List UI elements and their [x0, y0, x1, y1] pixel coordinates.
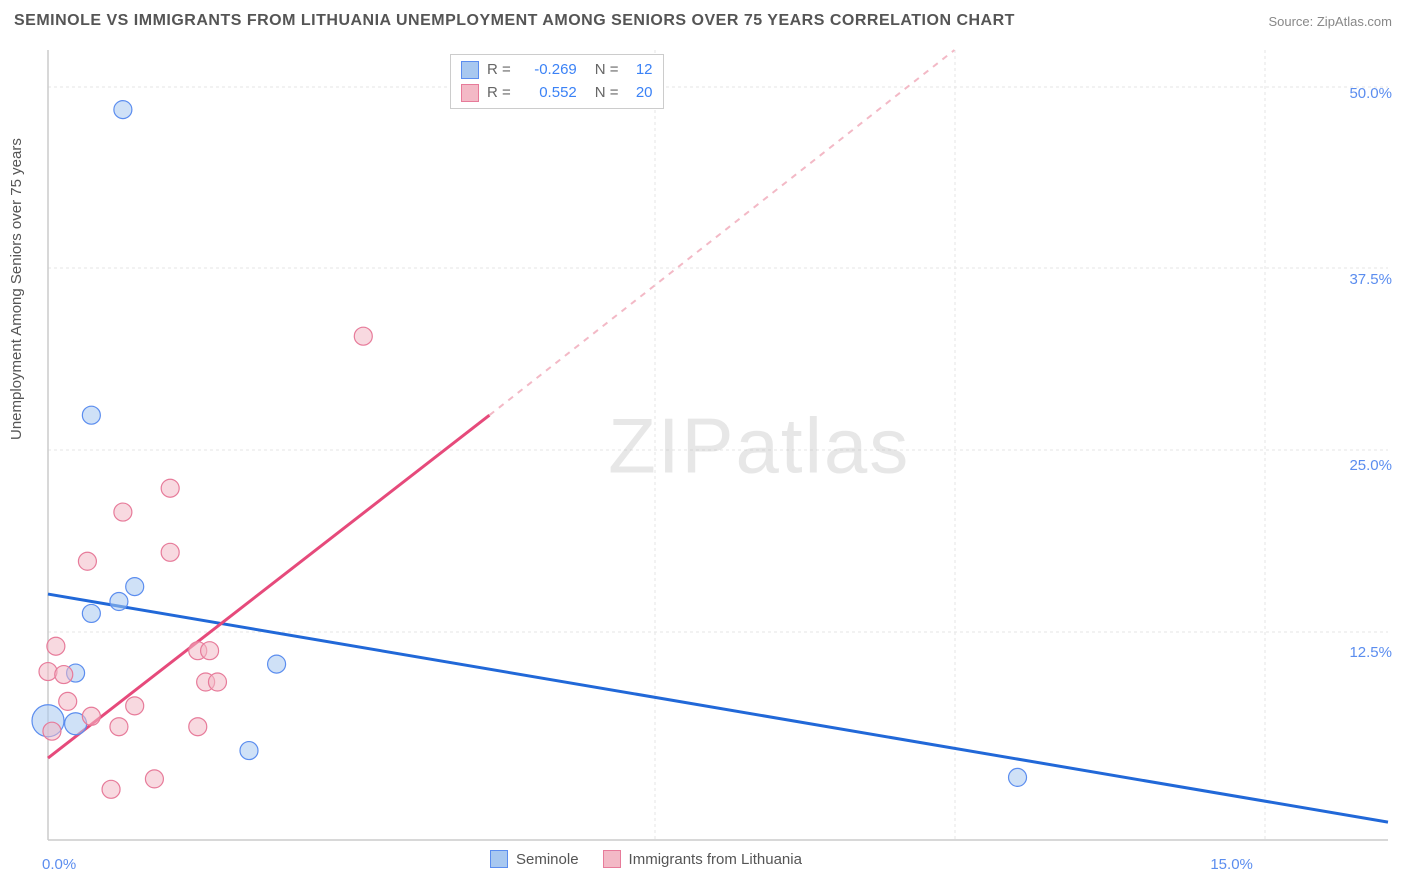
legend-swatch [461, 61, 479, 79]
series-legend: Seminole Immigrants from Lithuania [490, 850, 802, 868]
stats-legend: R = -0.269 N = 12 R = 0.552 N = 20 [450, 54, 664, 109]
stats-legend-row: R = 0.552 N = 20 [461, 82, 653, 105]
y-tick-label: 37.5% [1349, 271, 1392, 288]
y-tick-label: 50.0% [1349, 85, 1392, 102]
series-legend-item: Immigrants from Lithuania [603, 850, 802, 868]
y-tick-label: 25.0% [1349, 457, 1392, 474]
legend-swatch [490, 850, 508, 868]
stats-legend-row: R = -0.269 N = 12 [461, 59, 653, 82]
r-value: 0.552 [519, 82, 577, 105]
n-value: 20 [627, 82, 653, 105]
n-label: N = [595, 59, 619, 82]
r-label: R = [487, 82, 511, 105]
x-tick-label: 0.0% [42, 856, 76, 873]
series-legend-label: Seminole [516, 851, 579, 868]
series-legend-item: Seminole [490, 850, 579, 868]
x-tick-label: 15.0% [1210, 856, 1253, 873]
y-tick-label: 12.5% [1349, 644, 1392, 661]
n-value: 12 [627, 59, 653, 82]
r-value: -0.269 [519, 59, 577, 82]
n-label: N = [595, 82, 619, 105]
legend-swatch [461, 84, 479, 102]
correlation-chart [0, 0, 1406, 892]
legend-swatch [603, 850, 621, 868]
r-label: R = [487, 59, 511, 82]
series-legend-label: Immigrants from Lithuania [629, 851, 802, 868]
